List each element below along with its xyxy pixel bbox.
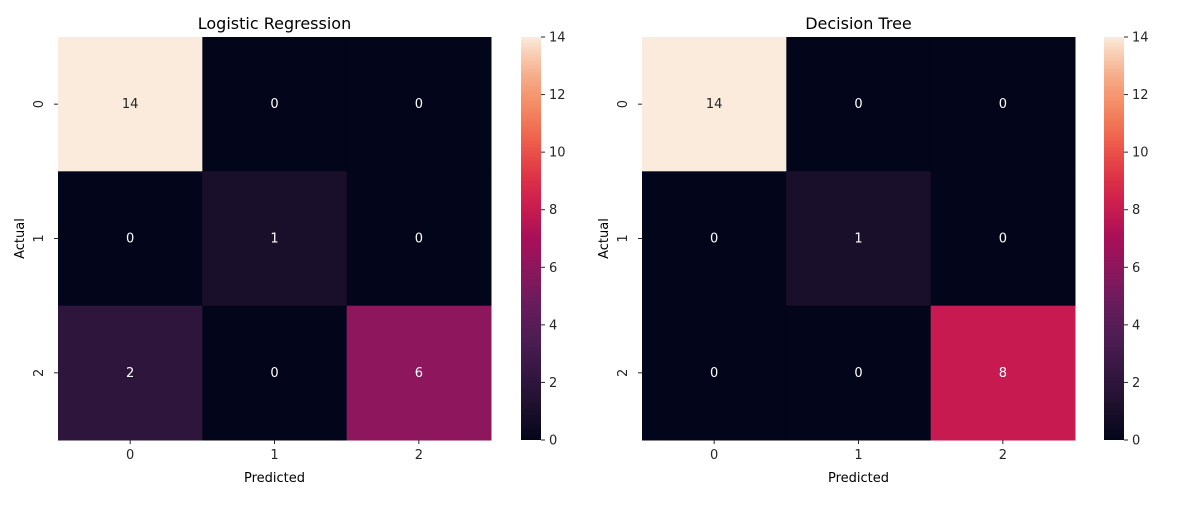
colorbar-tick-label: 10 (1132, 146, 1149, 161)
colorbar-tick-label: 0 (549, 434, 557, 449)
colorbar-tick-label: 4 (549, 318, 557, 333)
cell-1-0 (642, 171, 787, 307)
cell-label-0-2: 0 (415, 97, 423, 112)
x-tick-label: 0 (710, 448, 718, 463)
colorbar-tick-label: 4 (1132, 318, 1140, 333)
y-axis-label: Actual (597, 218, 612, 259)
y-tick-label: 1 (616, 234, 631, 242)
cell-1-2 (930, 171, 1076, 307)
y-tick-label: 0 (616, 100, 631, 108)
cell-label-2-1: 0 (270, 366, 278, 381)
colorbar-tick-label: 2 (549, 376, 557, 391)
chart-title: Decision Tree (805, 14, 912, 33)
y-axis-label: Actual (13, 218, 28, 259)
cell-label-1-1: 1 (854, 232, 862, 247)
cell-1-2 (346, 171, 492, 307)
chart-title: Logistic Regression (198, 14, 351, 33)
colorbar-tick-label: 6 (549, 261, 557, 276)
cell-label-1-2: 0 (415, 232, 423, 247)
cell-label-0-1: 0 (270, 97, 278, 112)
cell-label-0-0: 14 (122, 97, 139, 112)
colorbar-tick-label: 8 (549, 203, 557, 218)
cell-label-0-1: 0 (854, 97, 862, 112)
y-tick-label: 2 (32, 369, 47, 377)
colorbar-tick-label: 2 (1132, 376, 1140, 391)
cell-0-1 (786, 37, 932, 172)
colorbar-tick-label: 14 (1132, 31, 1149, 46)
cell-2-0 (58, 305, 203, 441)
cell-1-0 (58, 171, 203, 307)
colorbar-tick-label: 0 (1132, 434, 1140, 449)
cell-2-2 (346, 305, 492, 441)
colorbar-tick-label: 12 (1132, 88, 1149, 103)
cell-0-1 (202, 37, 348, 172)
cell-label-2-2: 6 (415, 366, 423, 381)
cell-label-1-2: 0 (999, 232, 1007, 247)
x-tick-label: 1 (854, 448, 862, 463)
y-tick-label: 1 (32, 234, 47, 242)
cell-2-1 (786, 305, 932, 441)
cell-1-1 (202, 171, 348, 307)
cell-2-1 (202, 305, 348, 441)
cell-label-0-0: 14 (706, 97, 723, 112)
y-tick-label: 2 (616, 369, 631, 377)
colorbar-tick-label: 14 (549, 31, 566, 46)
x-tick-label: 0 (126, 448, 134, 463)
colorbar-tick-label: 12 (549, 88, 566, 103)
cell-1-1 (786, 171, 932, 307)
x-axis-label: Predicted (244, 471, 305, 486)
cell-0-2 (346, 37, 492, 172)
cell-label-1-0: 0 (710, 232, 718, 247)
cell-label-2-0: 0 (710, 366, 718, 381)
cell-2-2 (930, 305, 1076, 441)
cell-label-1-1: 1 (270, 232, 278, 247)
x-tick-label: 2 (999, 448, 1007, 463)
cell-label-2-1: 0 (854, 366, 862, 381)
cell-label-0-2: 0 (999, 97, 1007, 112)
cell-2-0 (642, 305, 787, 441)
colorbar-tick-label: 10 (549, 146, 566, 161)
cell-0-0 (642, 37, 787, 172)
y-tick-label: 0 (32, 100, 47, 108)
x-tick-label: 2 (415, 448, 423, 463)
x-tick-label: 1 (270, 448, 278, 463)
x-axis-label: Predicted (828, 471, 889, 486)
cell-label-1-0: 0 (126, 232, 134, 247)
colorbar (1104, 37, 1124, 440)
colorbar-tick-label: 8 (1132, 203, 1140, 218)
colorbar (521, 37, 541, 440)
cell-0-0 (58, 37, 203, 172)
cell-label-2-2: 8 (999, 366, 1007, 381)
colorbar-tick-label: 6 (1132, 261, 1140, 276)
cell-0-2 (930, 37, 1076, 172)
cell-label-2-0: 2 (126, 366, 134, 381)
